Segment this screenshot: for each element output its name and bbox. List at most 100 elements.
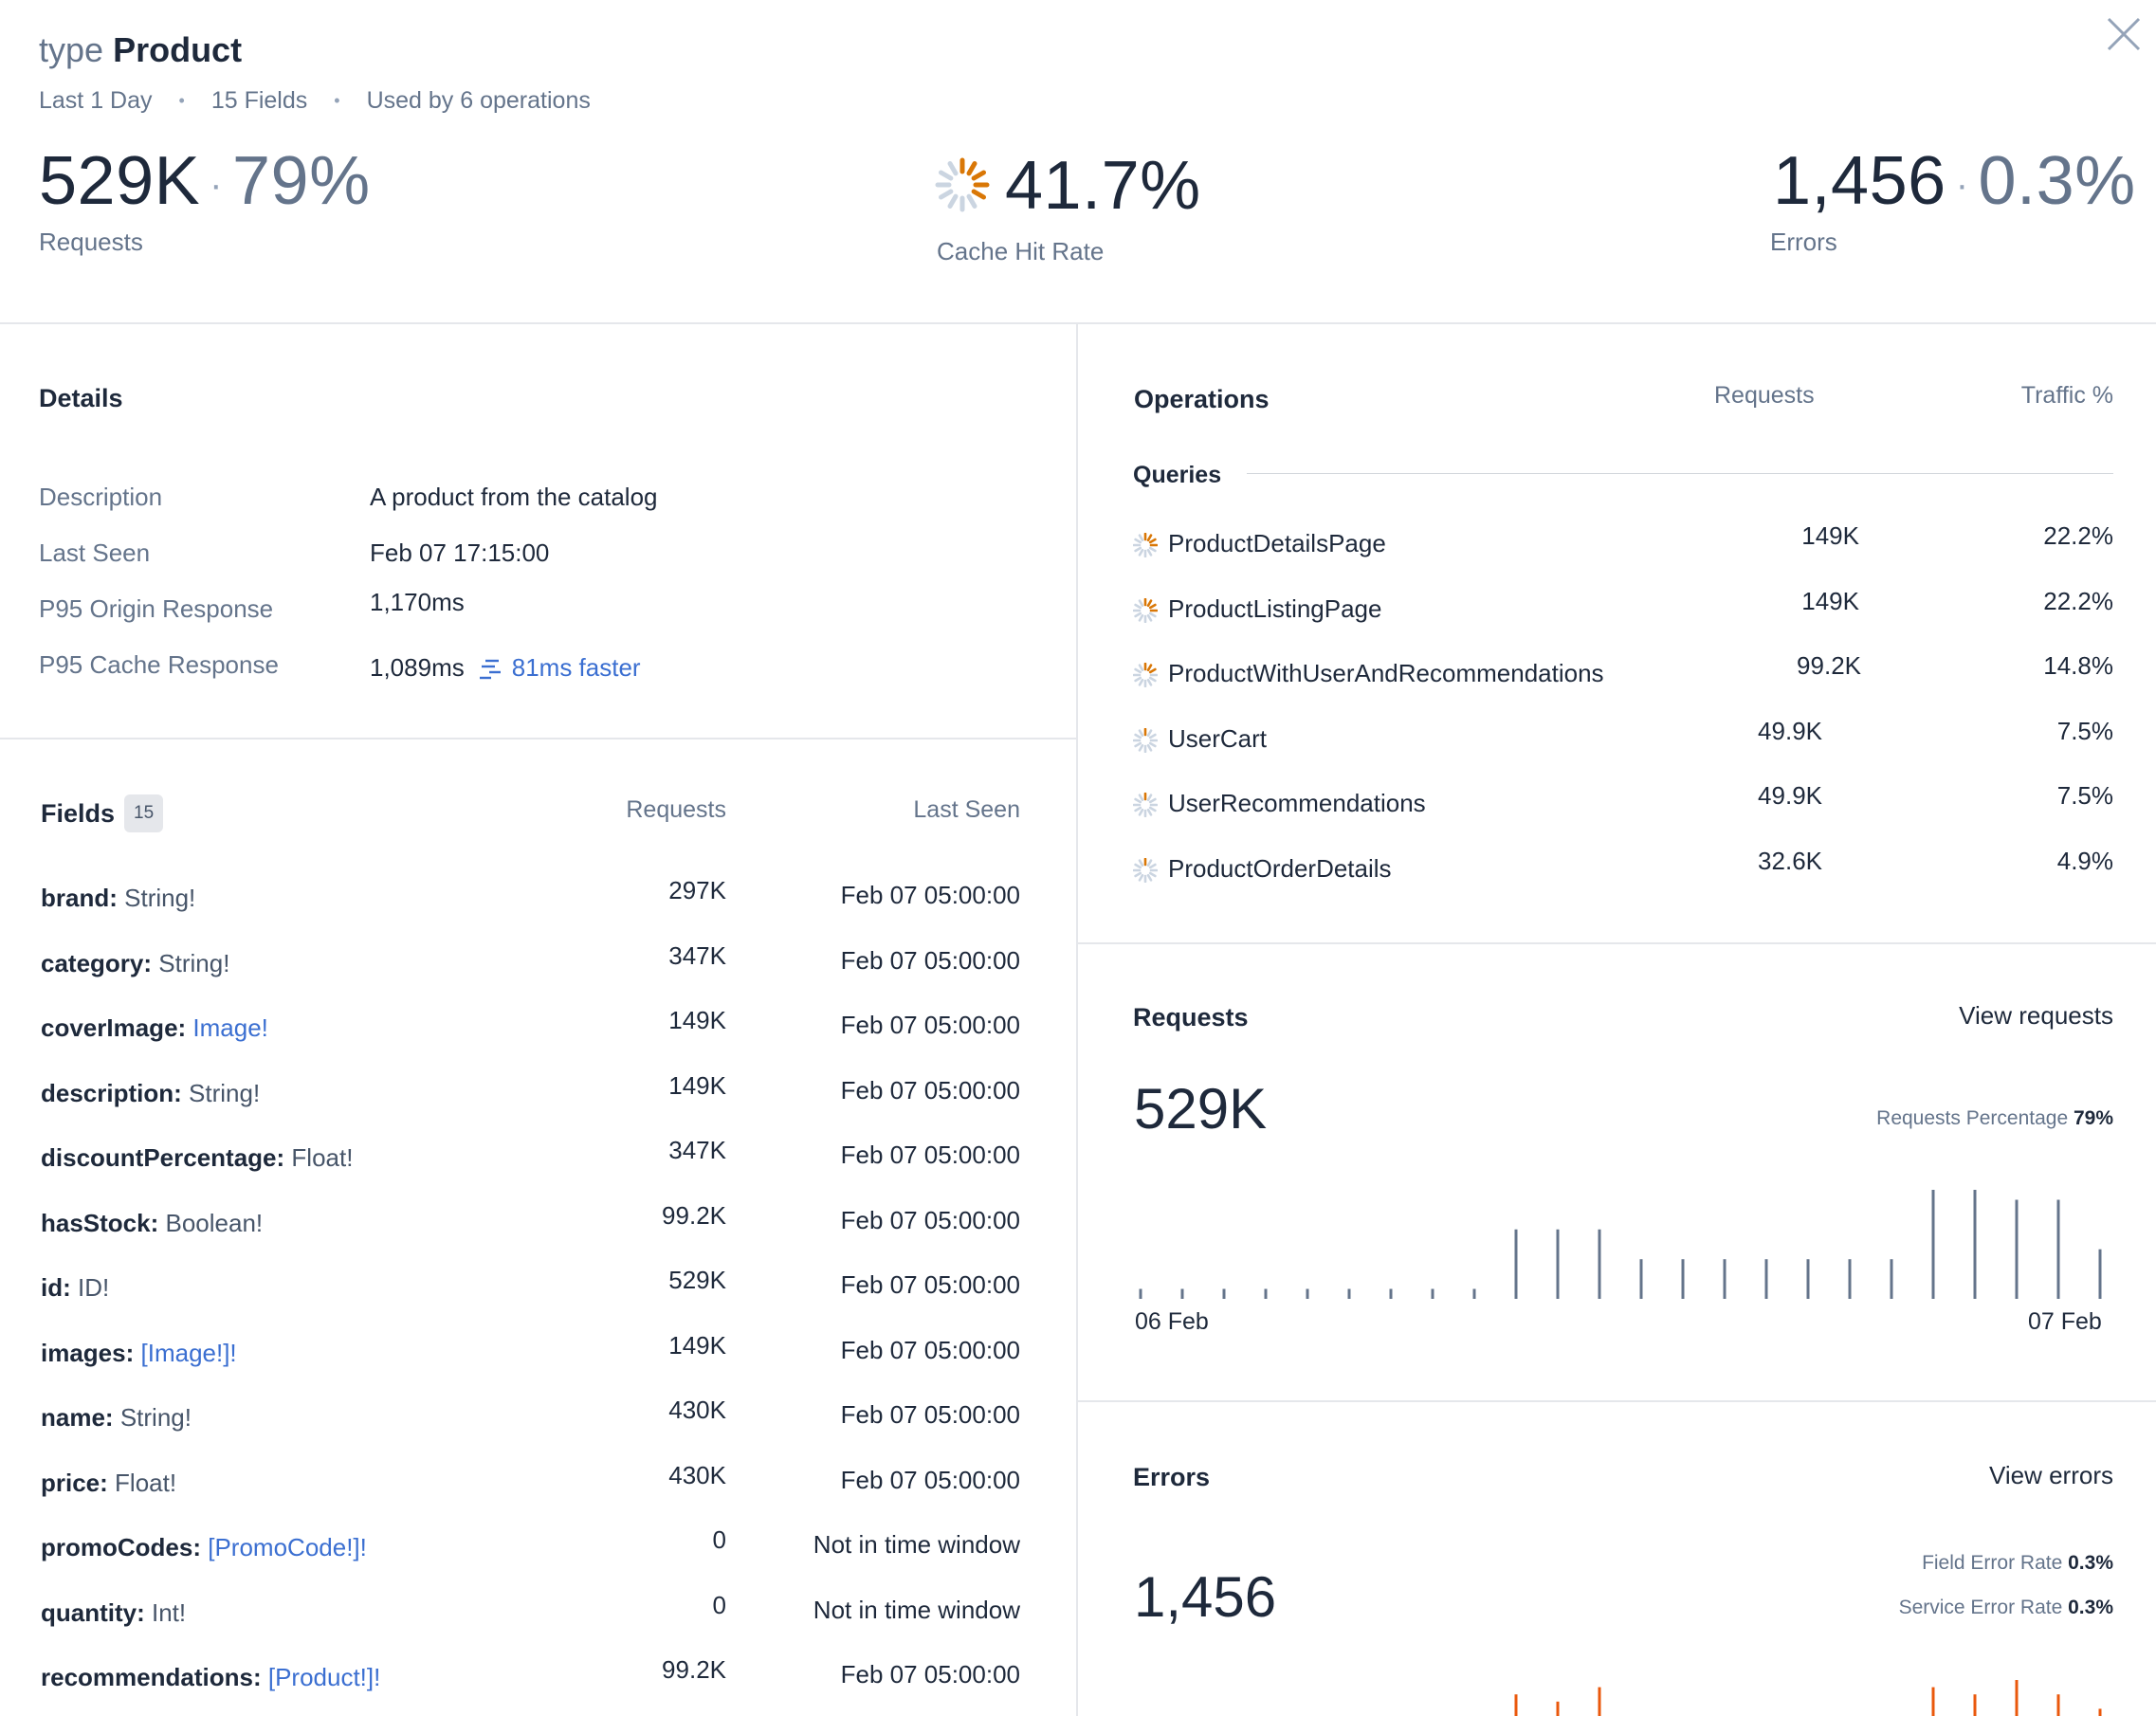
field-row[interactable]: category: String! 347K Feb 07 05:00:00: [41, 941, 1020, 987]
field-row[interactable]: discountPercentage: Float! 347K Feb 07 05:…: [41, 1136, 1020, 1181]
meta-separator: •: [178, 91, 185, 110]
spinner-dash: [1148, 797, 1157, 804]
view-requests-link[interactable]: View requests: [1959, 1001, 2113, 1030]
errors-percent: 0.3%: [1978, 143, 2136, 219]
field-row[interactable]: hasStock: Boolean! 99.2K Feb 07 05:00:00: [41, 1201, 1020, 1247]
spinner-dash: [1148, 538, 1157, 544]
operation-row[interactable]: ProductListingPage 149K 22.2%: [1133, 587, 2113, 632]
operation-row[interactable]: UserRecommendations 49.9K 7.5%: [1133, 781, 2113, 827]
field-row[interactable]: id: ID! 529K Feb 07 05:00:00: [41, 1266, 1020, 1311]
spinner-dash: [1146, 548, 1153, 557]
requests-divider: [1078, 1400, 2156, 1402]
close-icon: [2107, 17, 2141, 51]
spinner-dash: [1138, 534, 1144, 542]
description-value: A product from the catalog: [370, 483, 658, 511]
field-row[interactable]: promoCodes: [PromoCode!]! 0 Not in time wi…: [41, 1525, 1020, 1571]
spinner-dash: [1134, 546, 1142, 553]
spinner-dash: [1148, 741, 1157, 747]
field-requests: 149K: [668, 1006, 726, 1034]
operation-count: Used by 6 operations: [366, 87, 591, 114]
field-row[interactable]: price: Float! 430K Feb 07 05:00:00: [41, 1461, 1020, 1506]
service-error-rate-label: Service Error Rate: [1898, 1597, 2063, 1618]
field-name: brand:: [41, 884, 118, 912]
operation-row[interactable]: ProductWithUserAndRecommendations 99.2K 14…: [1133, 651, 2113, 697]
field-name-cell: hasStock: Boolean!: [41, 1209, 263, 1238]
operation-requests: 149K: [1801, 521, 1859, 550]
fields-count-badge: 15: [124, 794, 164, 832]
field-requests: 529K: [668, 1266, 726, 1294]
spinner-dash: [1134, 797, 1142, 804]
spinner-dash: [1146, 598, 1153, 607]
queries-divider: [1247, 473, 2113, 474]
faster-text: 81ms faster: [511, 653, 641, 682]
operation-requests: 49.9K: [1758, 716, 1822, 745]
spinner-dash: [947, 160, 959, 176]
field-row[interactable]: recommendations: [Product!]! 99.2K Feb 07 …: [41, 1655, 1020, 1701]
field-requests: 347K: [668, 940, 726, 970]
view-errors-link[interactable]: View errors: [1988, 1461, 2113, 1489]
spinner-dash: [1134, 871, 1142, 877]
field-last-seen: Feb 07 05:00:00: [840, 1205, 1020, 1234]
requests-x-start: 06 Feb: [1135, 1308, 1209, 1335]
operation-name: ProductOrderDetails: [1168, 853, 1392, 883]
field-requests: 99.2K: [662, 1655, 726, 1684]
fields-col-requests: Requests: [626, 796, 726, 823]
field-row[interactable]: name: String! 430K Feb 07 05:00:00: [41, 1396, 1020, 1441]
field-row[interactable]: images: [Image!]! 149K Feb 07 05:00:00: [41, 1331, 1020, 1377]
operation-name: UserRecommendations: [1168, 789, 1426, 817]
spinner-dash: [1148, 546, 1157, 553]
spinner-dash: [1138, 664, 1144, 672]
cache-spinner-icon: [935, 157, 990, 212]
field-requests: 430K: [668, 1396, 726, 1424]
operation-row[interactable]: UserCart 49.9K 7.5%: [1133, 717, 2113, 762]
field-row[interactable]: description: String! 149K Feb 07 05:00:00: [41, 1071, 1020, 1117]
spinner-dash: [1148, 871, 1157, 877]
operation-row[interactable]: ProductDetailsPage 149K 22.2%: [1133, 521, 2113, 567]
field-type-link[interactable]: [PromoCode!]!: [208, 1533, 367, 1561]
requests-value: 529K: [39, 143, 201, 219]
field-error-rate-label: Field Error Rate: [1922, 1552, 2063, 1574]
operation-row[interactable]: ProductOrderDetails 32.6K 4.9%: [1133, 847, 2113, 892]
field-row[interactable]: coverImage: Image! 149K Feb 07 05:00:00: [41, 1006, 1020, 1051]
field-type-link[interactable]: [Product!]!: [267, 1663, 381, 1691]
spinner-dash: [1138, 858, 1144, 867]
operation-traffic: 14.8%: [2043, 651, 2113, 680]
requests-percentage-value: 79%: [2073, 1107, 2113, 1129]
field-requests: 149K: [668, 1330, 726, 1360]
p95-cache-label: P95 Cache Response: [39, 650, 279, 679]
errors-value: 1,456: [1773, 143, 1946, 219]
field-name: description:: [41, 1078, 182, 1107]
requests-percent: 79%: [231, 143, 371, 219]
fields-header: Fields 15: [41, 794, 164, 832]
spinner-dash: [1146, 873, 1153, 882]
spinner-dash: [1134, 806, 1142, 812]
operation-name: ProductDetailsPage: [1168, 529, 1386, 557]
field-requests: 0: [712, 1590, 726, 1619]
field-name-cell: description: String!: [41, 1079, 260, 1108]
requests-percentage-label: Requests Percentage: [1876, 1107, 2069, 1129]
spinner-dash: [1134, 863, 1142, 868]
spinner-dash: [1148, 806, 1157, 812]
spinner-dash: [1148, 863, 1157, 868]
field-type-link[interactable]: [Image!]!: [140, 1338, 237, 1367]
close-button[interactable]: [2103, 13, 2145, 55]
operations-col-requests: Requests: [1714, 382, 1815, 409]
field-type-link[interactable]: Image!: [192, 1013, 268, 1042]
meta-separator: •: [334, 91, 340, 110]
field-row[interactable]: brand: String! 297K Feb 07 05:00:00: [41, 876, 1020, 922]
column-divider: [1076, 324, 1078, 1716]
field-type: String!: [158, 948, 230, 977]
spinner-dash: [938, 189, 954, 200]
field-name: hasStock:: [41, 1208, 159, 1237]
requests-panel-value: 529K: [1134, 1077, 1268, 1141]
spinner-dash: [1146, 613, 1153, 622]
field-name-cell: coverImage: Image!: [41, 1013, 268, 1043]
field-name: price:: [41, 1468, 108, 1497]
requests-panel-title: Requests: [1133, 1003, 1249, 1031]
field-row[interactable]: quantity: Int! 0 Not in time window: [41, 1591, 1020, 1636]
type-name: Product: [113, 30, 243, 69]
operation-name: ProductWithUserAndRecommendations: [1168, 659, 1604, 687]
spinner-dash: [1138, 613, 1144, 622]
field-error-rate-stat: Field Error Rate 0.3%: [1922, 1552, 2113, 1575]
spinner-dash: [1146, 534, 1153, 542]
